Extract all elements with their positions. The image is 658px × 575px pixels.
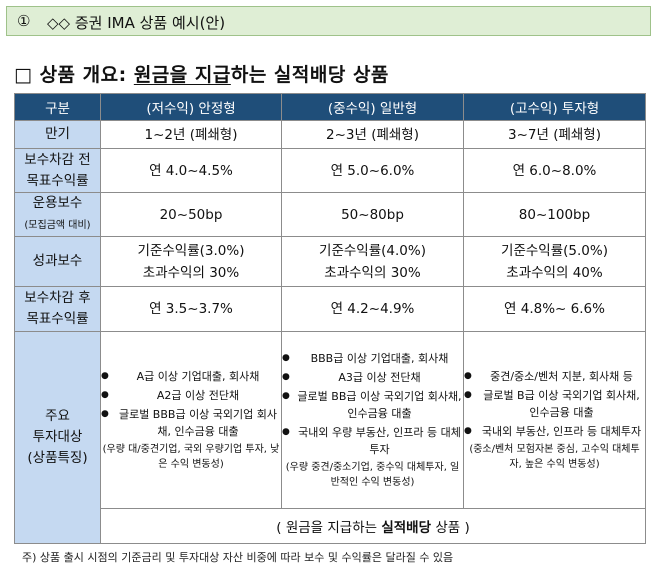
investment-list: BBB급 이상 기업대출, 회사채 A3급 이상 전단채 글로벌 BB급 이상 … (282, 350, 463, 458)
header-title: ◇◇ 증권 IMA 상품 예시(안) (47, 14, 226, 32)
table-row: 성과보수 기준수익률(3.0%) 초과수익의 30% 기준수익률(4.0%) 초과수… (14, 236, 646, 287)
investment-list: 중견/중소/벤처 지분, 회사채 등 글로벌 B급 이상 국외기업 회사채, 인… (464, 368, 645, 440)
list-item: 글로벌 BB급 이상 국외기업 회사채, 인수금융 대출 (282, 388, 463, 422)
table-cell: 연 6.0~8.0% (463, 148, 646, 193)
cell-line: 기준수익률(3.0%) (137, 242, 245, 259)
table-cell: 기준수익률(4.0%) 초과수익의 30% (281, 236, 464, 287)
investment-list: A급 이상 기업대출, 회사채 A2급 이상 전단채 글로벌 BBB급 이상 국… (101, 368, 281, 440)
table-cell: 3~7년 (폐쇄형) (463, 120, 646, 149)
section-title: □ 상품 개요: 원금을 지급하는 실적배당 상품 (14, 60, 389, 87)
list-item: 중견/중소/벤처 지분, 회사채 등 (464, 368, 645, 385)
table-cell: 2~3년 (폐쇄형) (281, 120, 464, 149)
summary-emphasis: 실적배당 (381, 520, 432, 536)
list-item: A급 이상 기업대출, 회사채 (101, 368, 281, 385)
row-label-fee: 운용보수 (모집금액 대비) (14, 192, 101, 237)
header-bar: ① ◇◇ 증권 IMA 상품 예시(안) (6, 6, 651, 36)
table-cell: 연 4.0~4.5% (100, 148, 282, 193)
investment-cell-general: BBB급 이상 기업대출, 회사채 A3급 이상 전단채 글로벌 BB급 이상 … (281, 331, 464, 509)
table-cell: 연 4.8%~ 6.6% (463, 286, 646, 332)
table-row: ( 원금을 지급하는 실적배당 상품 ) (15, 508, 646, 544)
label-line: 주요 (45, 408, 70, 424)
section-title-underlined: 원금을 지급 (133, 64, 231, 86)
table-cell: 기준수익률(5.0%) 초과수익의 40% (463, 236, 646, 287)
table-cell: 연 5.0~6.0% (281, 148, 464, 193)
label-line: 목표수익률 (26, 311, 89, 327)
table-cell: 50~80bp (281, 192, 464, 237)
table-header-row: 구분 (저수익) 안정형 (중수익) 일반형 (고수익) 투자형 (14, 93, 646, 121)
header-general: (중수익) 일반형 (281, 93, 464, 121)
row-label-investment: 주요 투자대상 (상품특징) (14, 331, 101, 544)
cell-line: 기준수익률(4.0%) (319, 242, 426, 259)
cell-line: 초과수익의 30% (142, 264, 240, 281)
label-line: 투자대상 (32, 429, 83, 445)
table-cell: 연 4.2~4.9% (281, 286, 464, 332)
header-invest: (고수익) 투자형 (463, 93, 646, 121)
cell-line: 초과수익의 40% (506, 264, 603, 281)
product-table: 구분 (저수익) 안정형 (중수익) 일반형 (고수익) 투자형 만기 1~2년… (14, 93, 646, 544)
investment-cell-invest: 중견/중소/벤처 지분, 회사채 등 글로벌 B급 이상 국외기업 회사채, 인… (463, 331, 646, 509)
table-cell: 80~100bp (463, 192, 646, 237)
list-item: 국내외 부동산, 인프라 등 대체투자 (464, 423, 645, 440)
list-item: A2급 이상 전단채 (101, 387, 281, 404)
label-line: 보수차감 후 (24, 290, 91, 306)
footnote: 주) 상품 출시 시점의 기준금리 및 투자대상 자산 비중에 따라 보수 및 … (22, 551, 454, 564)
section-title-prefix: □ 상품 개요: (14, 64, 134, 86)
table-row: 주요 투자대상 (상품특징) A급 이상 기업대출, 회사채 A2급 이상 전단… (14, 331, 646, 544)
table-row: 만기 1~2년 (폐쇄형) 2~3년 (폐쇄형) 3~7년 (폐쇄형) (14, 120, 646, 149)
investment-note: (중소/벤처 모험자본 중심, 고수익 대체투자, 높은 수익 변동성) (469, 444, 640, 470)
label-line: 목표수익률 (26, 172, 89, 189)
list-item: 글로벌 B급 이상 국외기업 회사채, 인수금융 대출 (464, 387, 645, 421)
label-line: 보수차감 전 (24, 151, 91, 168)
summary-text: 원금을 지급하는 (285, 520, 382, 536)
list-item: BBB급 이상 기업대출, 회사채 (282, 350, 463, 367)
label-line: (상품특징) (27, 450, 88, 466)
cell-line: 초과수익의 30% (324, 264, 421, 281)
section-title-suffix: 하는 실적배당 상품 (230, 64, 389, 86)
list-item: A3급 이상 전단채 (282, 369, 463, 386)
investment-note: (우량 중견/중소기업, 중수익 대체투자, 일반적인 수익 변동성) (285, 462, 460, 488)
header-category: 구분 (14, 93, 101, 121)
header-number: ① (17, 12, 31, 30)
list-item: 글로벌 BBB급 이상 국외기업 회사채, 인수금융 대출 (101, 406, 281, 440)
label-sub: (모집금액 대비) (24, 220, 91, 231)
list-item: 국내외 우량 부동산, 인프라 등 대체투자 (282, 424, 463, 458)
label-line: 운용보수 (32, 195, 83, 211)
investment-cell-stable: A급 이상 기업대출, 회사채 A2급 이상 전단채 글로벌 BBB급 이상 국… (100, 331, 282, 509)
row-label-perf-fee: 성과보수 (14, 236, 101, 287)
summary-text: ( (276, 520, 286, 536)
summary-cell: ( 원금을 지급하는 실적배당 상품 ) (100, 508, 646, 544)
row-label-maturity: 만기 (14, 120, 101, 149)
table-cell: 20~50bp (100, 192, 282, 237)
summary-text: 상품 ) (431, 520, 470, 536)
cell-line: 기준수익률(5.0%) (501, 242, 608, 259)
investment-note: (우량 대/중견기업, 국외 우량기업 투자, 낮은 수익 변동성) (102, 444, 280, 470)
header-stable: (저수익) 안정형 (100, 93, 282, 121)
table-row: 운용보수 (모집금액 대비) 20~50bp 50~80bp 80~100bp (14, 192, 646, 237)
table-cell: 1~2년 (폐쇄형) (100, 120, 282, 149)
table-cell: 기준수익률(3.0%) 초과수익의 30% (100, 236, 282, 287)
table-cell: 연 3.5~3.7% (100, 286, 282, 332)
